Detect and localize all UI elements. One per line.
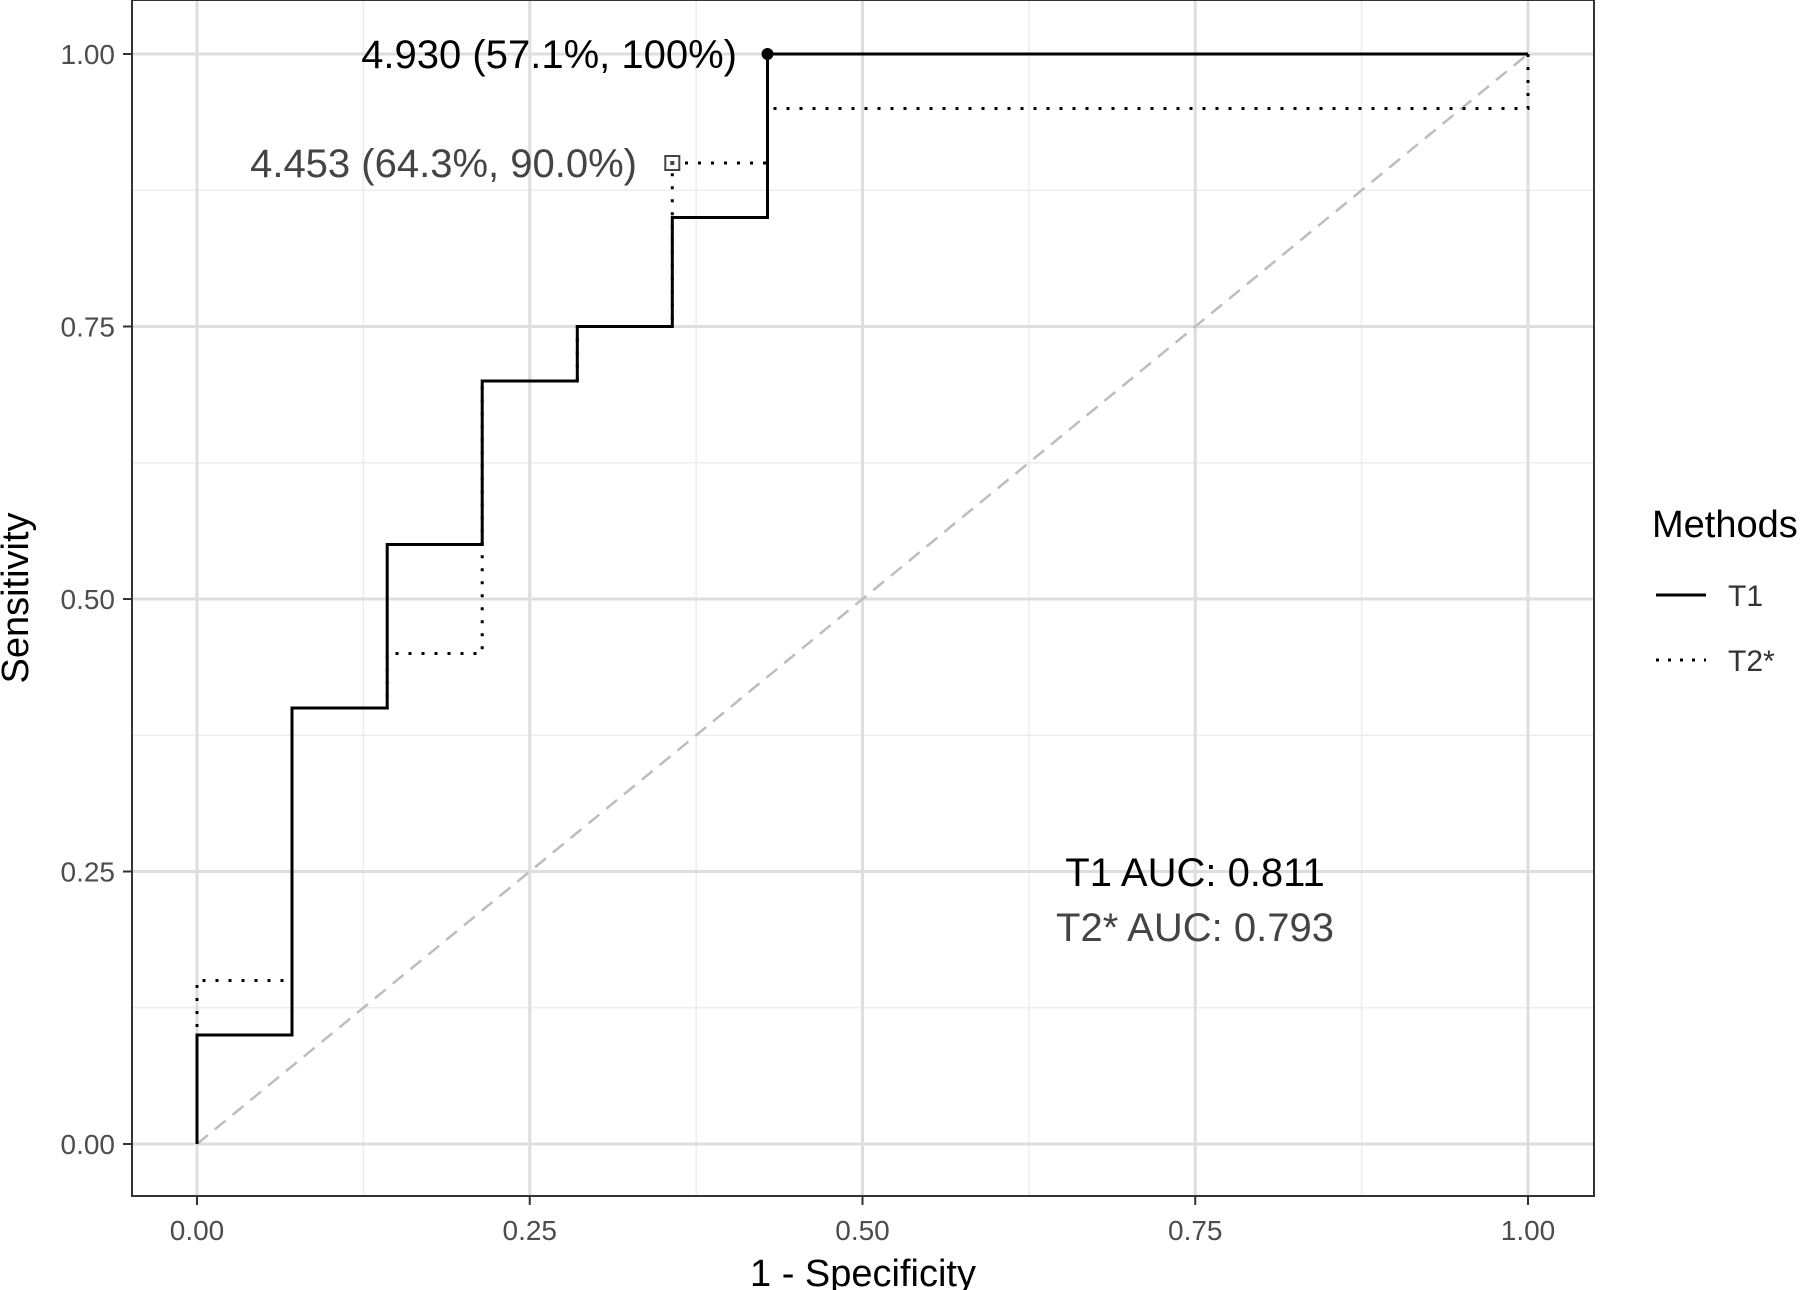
x-axis: 0.00 0.25 0.50 0.75 1.00 [170,1196,1556,1246]
y-tick-label: 1.00 [61,39,116,70]
y-tick-label: 0.50 [61,584,116,615]
x-tick-label: 0.75 [1168,1215,1223,1246]
x-tick-label: 0.50 [835,1215,890,1246]
y-tick-label: 0.00 [61,1129,116,1160]
legend-label-t2star: T2* [1728,645,1775,678]
y-axis: 0.00 0.25 0.50 0.75 1.00 [61,39,132,1160]
point-marker-t1 [761,48,774,60]
x-tick-label: 1.00 [1501,1215,1556,1246]
x-tick-label: 0.25 [503,1215,558,1246]
auc-annotations: T1 AUC: 0.811 T2* AUC: 0.793 [1056,851,1334,950]
point-label-t1: 4.930 (57.1%, 100%) [361,33,737,77]
point-label-t2star: 4.453 (64.3%, 90.0%) [250,142,637,186]
auc-t2star: T2* AUC: 0.793 [1056,906,1334,950]
points-layer [664,48,774,171]
y-tick-label: 0.75 [61,312,116,343]
legend: Methods T1 T2* [1652,504,1798,678]
y-axis-title: Sensitivity [0,512,37,683]
x-tick-label: 0.00 [170,1215,225,1246]
legend-label-t1: T1 [1728,580,1763,613]
y-tick-label: 0.25 [61,857,116,888]
legend-title: Methods [1652,504,1798,546]
reference-diagonal [196,53,1529,1145]
auc-t1: T1 AUC: 0.811 [1065,851,1324,895]
series-layer [195,52,1530,1144]
point-marker-t2star-center [670,161,675,165]
x-axis-title: 1 - Specificity [750,1253,976,1290]
reference-diagonal-line [196,53,1529,1145]
